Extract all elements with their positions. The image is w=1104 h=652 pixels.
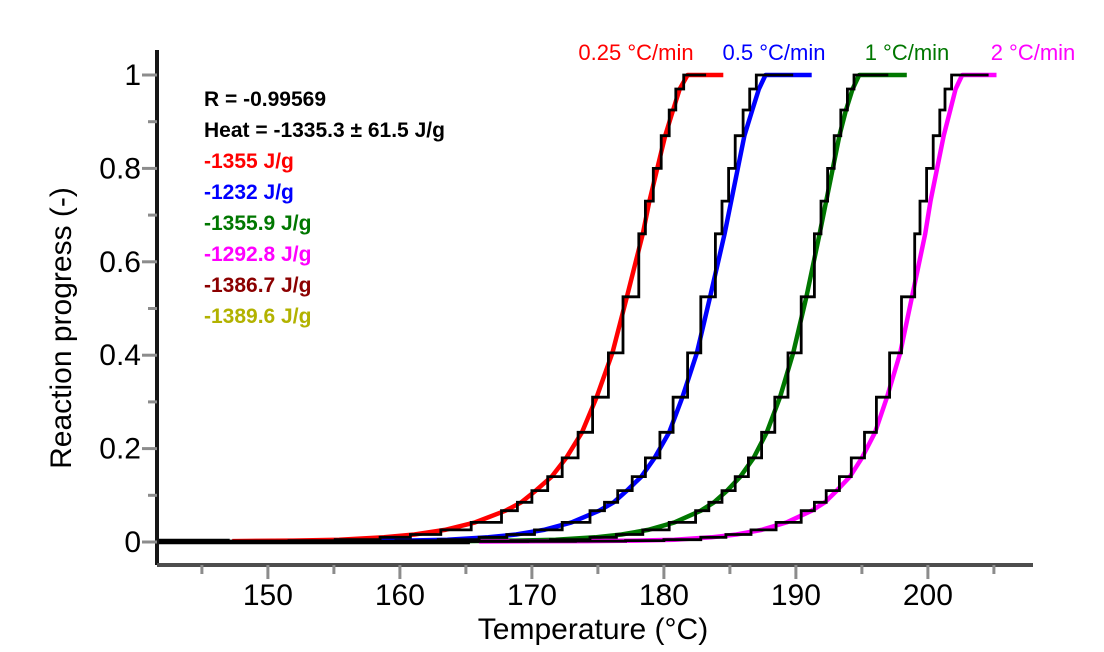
- annotation-heat-value: -1355 J/g: [204, 150, 294, 173]
- y-tick-label: 0.6: [99, 246, 141, 279]
- y-tick-label: 1: [124, 59, 141, 92]
- y-tick-label: 0.8: [99, 152, 141, 185]
- rate-label: 1 °C/min: [864, 40, 950, 65]
- curve-exp-2: [157, 73, 989, 545]
- x-tick-label: 160: [375, 579, 425, 612]
- curve-exp-0.25: [157, 73, 707, 543]
- rate-label: 2 °C/min: [990, 40, 1076, 65]
- annotation-heat-value: -1386.7 J/g: [204, 274, 312, 297]
- x-tick-label: 200: [903, 579, 953, 612]
- rate-label: 0.5 °C/min: [722, 40, 826, 65]
- annotation-heat-value: -1355.9 J/g: [204, 212, 312, 235]
- y-tick-label: 0.4: [99, 339, 141, 372]
- annotation-heat-value: -1292.8 J/g: [204, 243, 312, 266]
- y-tick-label: 0.2: [99, 433, 141, 466]
- annotation-heat-list: -1355 J/g -1232 J/g -1355.9 J/g -1292.8 J/g…: [204, 146, 445, 332]
- annotation-heat-mean: Heat = -1335.3 ± 61.5 J/g: [204, 119, 445, 142]
- annotation-r-value: R = -0.99569: [204, 88, 327, 111]
- annotation-block: R = -0.99569 Heat = -1335.3 ± 61.5 J/g -…: [204, 84, 445, 332]
- curve-exp-1: [157, 73, 889, 544]
- x-tick-label: 190: [771, 579, 821, 612]
- x-tick-label: 170: [507, 579, 557, 612]
- y-axis-title: Reaction progress (-): [45, 187, 78, 469]
- y-tick-label: 0: [124, 526, 141, 559]
- curve-sim-1: [463, 72, 907, 544]
- x-tick-label: 150: [243, 579, 293, 612]
- curve-exp-0.5: [157, 73, 794, 543]
- rate-label: 0.25 °C/min: [578, 40, 694, 65]
- annotation-heat-value: -1232 J/g: [204, 181, 294, 204]
- x-tick-label: 180: [639, 579, 689, 612]
- annotation-heat-value: -1389.6 J/g: [204, 305, 312, 328]
- x-axis-title: Temperature (°C): [477, 613, 709, 646]
